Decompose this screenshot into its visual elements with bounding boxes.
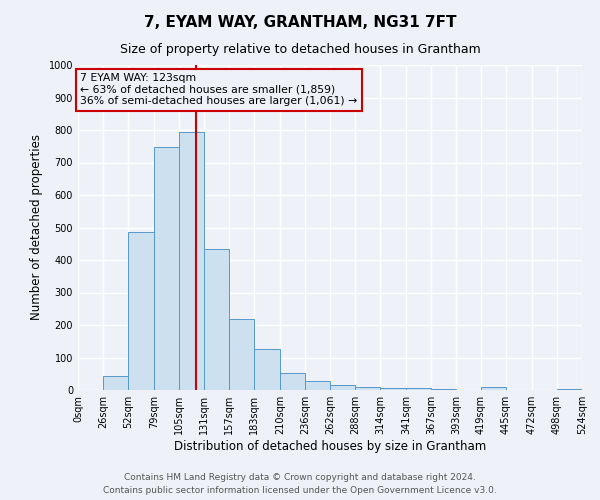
Bar — [229, 318, 254, 390]
Y-axis label: Number of detached properties: Number of detached properties — [30, 134, 43, 320]
X-axis label: Distribution of detached houses by size in Grantham: Distribution of detached houses by size … — [174, 440, 486, 453]
Bar — [305, 381, 330, 390]
Bar — [280, 373, 305, 390]
Text: 7, EYAM WAY, GRANTHAM, NG31 7FT: 7, EYAM WAY, GRANTHAM, NG31 7FT — [144, 15, 456, 30]
Bar — [103, 376, 128, 390]
Text: 7 EYAM WAY: 123sqm
← 63% of detached houses are smaller (1,859)
36% of semi-deta: 7 EYAM WAY: 123sqm ← 63% of detached hou… — [80, 73, 357, 106]
Bar — [254, 350, 280, 390]
Bar — [406, 388, 431, 390]
Bar — [330, 385, 355, 390]
Bar — [179, 132, 204, 390]
Bar — [128, 232, 154, 390]
Bar — [481, 388, 506, 390]
Bar — [355, 387, 380, 390]
Bar — [380, 388, 406, 390]
Bar — [204, 248, 229, 390]
Text: Size of property relative to detached houses in Grantham: Size of property relative to detached ho… — [119, 42, 481, 56]
Text: Contains HM Land Registry data © Crown copyright and database right 2024.
Contai: Contains HM Land Registry data © Crown c… — [103, 474, 497, 495]
Bar — [154, 147, 179, 390]
